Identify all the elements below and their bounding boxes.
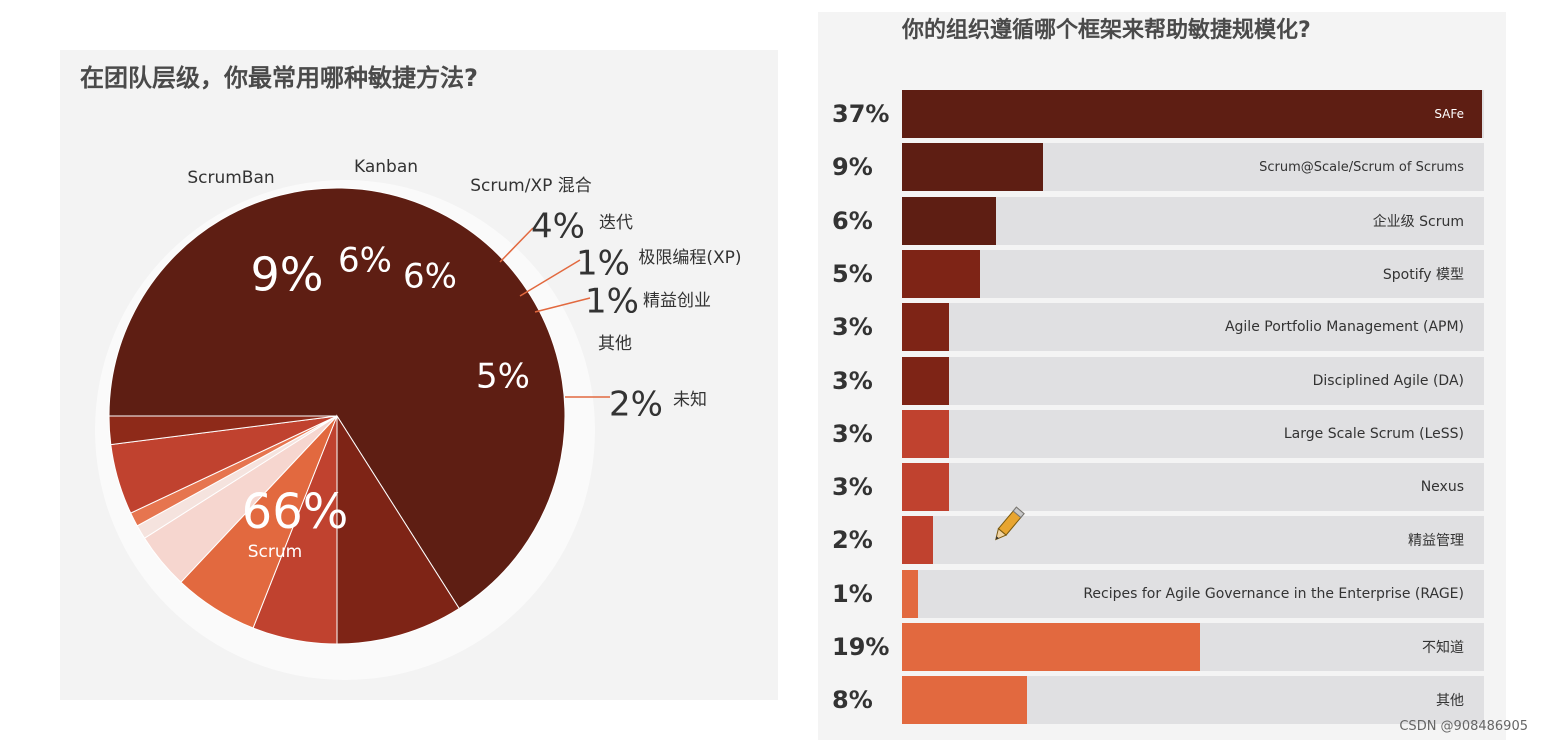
pie-category-label-8: 未知 <box>673 390 707 410</box>
bar-row: 企业级 Scrum <box>902 197 1484 245</box>
bar-value-label: 37% <box>832 100 890 128</box>
bar-category-label: Spotify 模型 <box>1382 267 1464 283</box>
bar-row: Spotify 模型 <box>902 250 1484 298</box>
pie-value-label-6: 1% <box>585 282 639 322</box>
bar-category-label: Large Scale Scrum (LeSS) <box>1283 426 1464 442</box>
bar-category-label: 其他 <box>1436 693 1464 709</box>
bar-category-label: Scrum@Scale/Scrum of Scrums <box>1259 159 1464 175</box>
pie-slice-1 <box>336 414 460 645</box>
bar-row: Recipes for Agile Governance in the Ente… <box>902 570 1484 618</box>
bar-row: Disciplined Agile (DA) <box>902 357 1484 405</box>
bar-category-label: Nexus <box>1420 479 1464 495</box>
pie-category-label-5: 极限编程(XP) <box>638 248 741 268</box>
bar-mark <box>902 250 981 298</box>
pie-value-label-0: 66% <box>242 484 349 540</box>
pie-category-label-0: Scrum <box>248 542 302 562</box>
pie-leader-line-5 <box>519 259 581 297</box>
bar-mark <box>902 623 1200 671</box>
bar-value-label: 3% <box>832 420 873 448</box>
bar-row: SAFe <box>902 90 1484 138</box>
pencil-icon <box>986 503 1030 551</box>
pie-category-label-3: Scrum/XP 混合 <box>470 176 592 196</box>
bar-value-label: 3% <box>832 473 873 501</box>
bar-mark <box>902 676 1028 724</box>
pie-value-label-5: 1% <box>576 244 630 284</box>
bar-value-label: 1% <box>832 580 873 608</box>
bar-mark <box>902 143 1044 191</box>
bar-mark <box>902 303 950 351</box>
pie-category-label-1: ScrumBan <box>187 168 274 188</box>
bar-category-label: Disciplined Agile (DA) <box>1312 373 1464 389</box>
pie-chart-title: 在团队层级，你最常用哪种敏捷方法? <box>80 64 478 92</box>
pie-category-label-2: Kanban <box>354 157 418 177</box>
bar-value-label: 19% <box>832 633 890 661</box>
pie-category-label-6: 精益创业 <box>643 291 711 311</box>
bar-row: Scrum@Scale/Scrum of Scrums <box>902 143 1484 191</box>
bar-mark <box>902 90 1482 138</box>
pie-leader-line-6 <box>534 297 591 313</box>
pie-leader-line-4 <box>499 227 534 263</box>
bar-mark <box>902 410 950 458</box>
bar-category-label: 企业级 Scrum <box>1372 214 1464 230</box>
bar-mark <box>902 570 918 618</box>
bar-category-label: 不知道 <box>1422 640 1464 656</box>
bar-mark <box>902 197 997 245</box>
bar-row: 精益管理 <box>902 516 1484 564</box>
bar-value-label: 6% <box>832 207 873 235</box>
pie-slice-8 <box>108 415 338 446</box>
bar-value-label: 8% <box>832 686 873 714</box>
bar-chart-title: 你的组织遵循哪个框架来帮助敏捷规模化? <box>902 18 1311 43</box>
pie-slice-0 <box>108 187 566 610</box>
pie-value-label-3: 6% <box>403 257 457 297</box>
pie-value-label-1: 9% <box>251 248 324 302</box>
pie-category-label-4: 迭代 <box>599 213 633 233</box>
bar-mark <box>902 463 950 511</box>
bar-row: 其他 <box>902 676 1484 724</box>
bar-value-label: 5% <box>832 260 873 288</box>
bar-value-label: 9% <box>832 153 873 181</box>
bar-value-label: 2% <box>832 526 873 554</box>
bar-row: Agile Portfolio Management (APM) <box>902 303 1484 351</box>
bar-value-label: 3% <box>832 313 873 341</box>
bar-mark <box>902 516 934 564</box>
bar-row: 不知道 <box>902 623 1484 671</box>
bar-category-label: 精益管理 <box>1408 533 1464 549</box>
watermark: CSDN @908486905 <box>1399 719 1528 734</box>
pie-category-label-7: 其他 <box>598 334 632 354</box>
bar-row: Large Scale Scrum (LeSS) <box>902 410 1484 458</box>
bar-category-label: Agile Portfolio Management (APM) <box>1224 319 1464 335</box>
bar-value-label: 3% <box>832 367 873 395</box>
pie-value-label-7: 5% <box>476 357 530 397</box>
pie-value-label-8: 2% <box>609 385 663 425</box>
pie-value-label-4: 4% <box>531 207 585 247</box>
pie-value-label-2: 6% <box>338 241 392 281</box>
bar-mark <box>902 357 950 405</box>
pie-chart: 66%Scrum 9% ScrumBan 6% Kanban 6% Scrum/XP 混合 4… <box>108 157 742 645</box>
bar-category-label: SAFe <box>1434 107 1464 121</box>
bar-row: Nexus <box>902 463 1484 511</box>
bar-category-label: Recipes for Agile Governance in the Ente… <box>1083 586 1464 602</box>
